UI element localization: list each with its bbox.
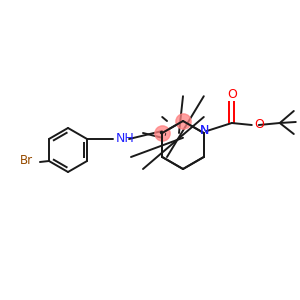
Text: Br: Br bbox=[20, 154, 33, 167]
Text: O: O bbox=[254, 118, 264, 130]
Text: N: N bbox=[200, 124, 209, 137]
Text: N: N bbox=[200, 124, 209, 137]
Text: ,: , bbox=[163, 127, 166, 137]
Text: O: O bbox=[227, 88, 237, 100]
Text: NH: NH bbox=[116, 131, 135, 145]
